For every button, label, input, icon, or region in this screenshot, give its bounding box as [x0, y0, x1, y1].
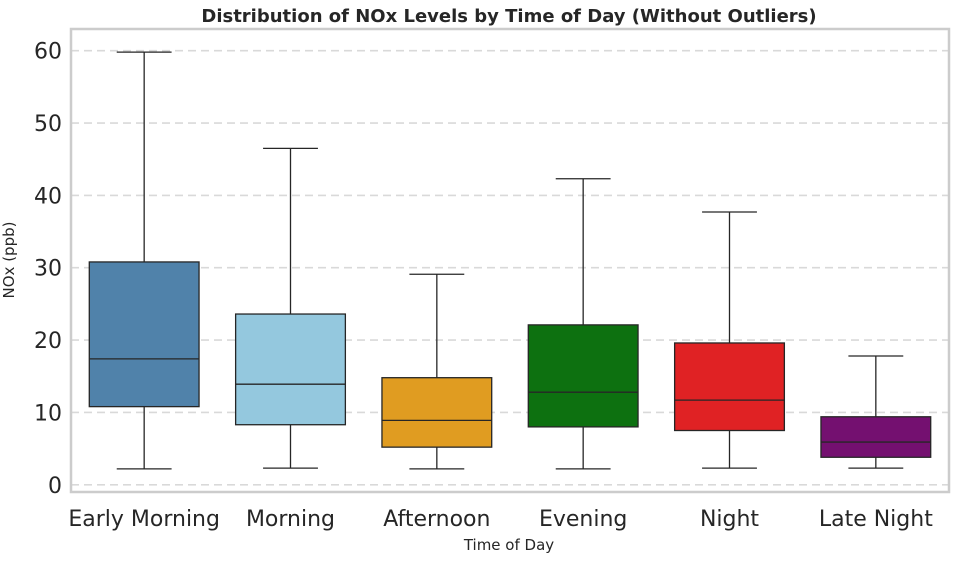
- y-tick-label: 30: [34, 257, 62, 282]
- y-tick-label: 20: [34, 329, 62, 354]
- box-iqr: [234, 313, 347, 426]
- box-item: [527, 178, 639, 470]
- box-iqr: [88, 261, 200, 408]
- x-tick-label: Evening: [539, 507, 627, 532]
- y-axis-ticks: 0 10 20 30 40 50 60: [34, 40, 62, 499]
- box-iqr: [820, 416, 932, 458]
- box-iqr: [527, 324, 639, 428]
- grid-lines: [71, 49, 949, 486]
- x-tick-label: Afternoon: [383, 507, 490, 532]
- box-iqr: [673, 342, 786, 432]
- y-tick-label: 60: [34, 40, 62, 65]
- plot-frame: [69, 27, 951, 494]
- x-tick-label: Late Night: [819, 507, 933, 532]
- y-tick-label: 40: [34, 184, 62, 209]
- y-tick-label: 10: [34, 401, 62, 426]
- x-axis-ticks: Early Morning Morning Afternoon Evening Nigh…: [68, 507, 933, 532]
- y-tick-label: 50: [34, 112, 62, 137]
- box-item: [88, 51, 200, 470]
- box-item: [673, 211, 786, 469]
- y-axis-label: NOx (ppb): [0, 222, 18, 299]
- box-item: [820, 355, 932, 469]
- box-item: [381, 273, 493, 470]
- box-item: [234, 147, 347, 469]
- x-tick-label: Morning: [246, 507, 335, 532]
- x-axis-label: Time of Day: [463, 536, 554, 554]
- box-iqr: [381, 377, 493, 448]
- box-group: [88, 51, 932, 470]
- x-tick-label: Early Morning: [68, 507, 220, 532]
- y-tick-label: 0: [48, 474, 62, 499]
- x-tick-label: Night: [700, 507, 759, 532]
- chart-title: Distribution of NOx Levels by Time of Da…: [201, 6, 816, 27]
